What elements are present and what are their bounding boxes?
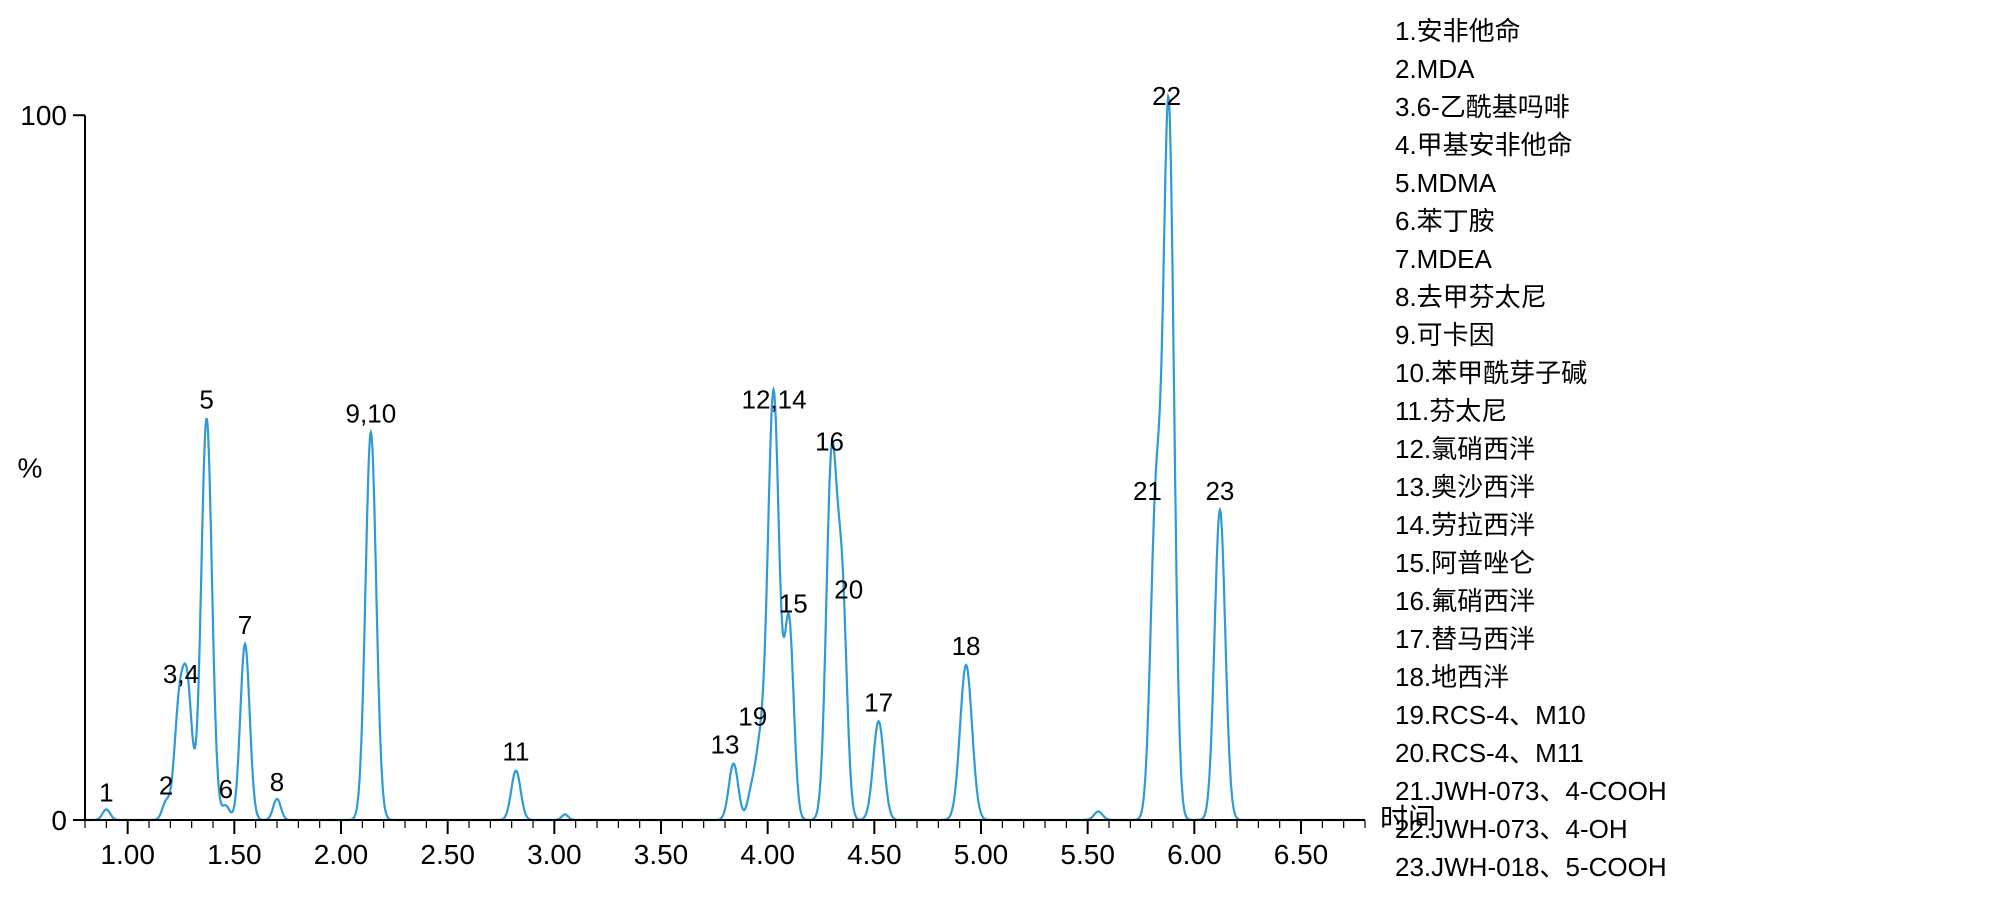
x-tick-label: 4.00: [740, 839, 795, 870]
peak-label: 9,10: [346, 398, 397, 428]
peak-label: 13: [711, 730, 740, 760]
legend-item: 2.MDA: [1395, 54, 1475, 84]
legend-item: 9.可卡因: [1395, 320, 1495, 350]
peak-label: 5: [199, 384, 213, 414]
peak-label: 15: [779, 589, 808, 619]
peak-label: 8: [270, 767, 284, 797]
peak-label: 7: [238, 610, 252, 640]
legend-item: 23.JWH-018、5-COOH: [1395, 852, 1667, 882]
legend-item: 16.氟硝西泮: [1395, 586, 1535, 616]
peak-label: 16: [815, 427, 844, 457]
peak-label: 23: [1205, 476, 1234, 506]
x-tick-label: 2.00: [314, 839, 369, 870]
x-tick-label: 6.00: [1167, 839, 1222, 870]
y-tick-label: 0: [51, 805, 67, 836]
legend-item: 13.奥沙西泮: [1395, 472, 1535, 502]
legend-item: 8.去甲芬太尼: [1395, 282, 1547, 312]
legend-item: 3.6-乙酰基吗啡: [1395, 92, 1570, 122]
legend-item: 7.MDEA: [1395, 244, 1492, 274]
peak-label: 12,14: [742, 384, 807, 414]
legend-item: 10.苯甲酰芽子碱: [1395, 358, 1587, 388]
peak-label: 22: [1152, 81, 1181, 111]
x-tick-label: 6.50: [1274, 839, 1329, 870]
legend-item: 21.JWH-073、4-COOH: [1395, 776, 1667, 806]
peak-label: 1: [99, 777, 113, 807]
x-tick-label: 5.50: [1060, 839, 1115, 870]
legend-item: 22.JWH-073、4-OH: [1395, 814, 1628, 844]
y-tick-label: 100: [20, 100, 67, 131]
x-tick-label: 4.50: [847, 839, 902, 870]
chromatogram-chart: 1.00 1.50 2.00 2.50 3.00 3.50 4.00 4.50 5.00 5.50…: [0, 0, 2000, 899]
legend-item: 20.RCS-4、M11: [1395, 738, 1584, 768]
x-tick-label: 1.50: [207, 839, 262, 870]
peak-label: 3,4: [163, 659, 199, 689]
peak-label: 2: [159, 770, 173, 800]
peak-label: 17: [864, 687, 893, 717]
x-tick-label: 3.00: [527, 839, 582, 870]
chromatogram-trace: [85, 97, 1365, 820]
x-tick-label: 3.50: [634, 839, 689, 870]
chart-svg: 1.00 1.50 2.00 2.50 3.00 3.50 4.00 4.50 5.00 5.50…: [0, 0, 2000, 899]
legend-item: 14.劳拉西泮: [1395, 510, 1535, 540]
legend-item: 19.RCS-4、M10: [1395, 700, 1586, 730]
legend-item: 11.芬太尼: [1395, 396, 1507, 426]
legend-item: 4.甲基安非他命: [1395, 130, 1573, 160]
x-tick-label: 1.00: [100, 839, 155, 870]
peak-label: 19: [738, 701, 767, 731]
legend-item: 18.地西泮: [1395, 662, 1509, 692]
legend-item: 15.阿普唑仑: [1395, 548, 1535, 578]
y-axis-label: %: [18, 453, 43, 484]
legend-item: 5.MDMA: [1395, 168, 1497, 198]
peak-label: 18: [952, 631, 981, 661]
peak-label: 21: [1133, 476, 1162, 506]
peak-label: 11: [502, 737, 529, 767]
legend-item: 17.替马西泮: [1395, 624, 1535, 654]
legend-item: 6.苯丁胺: [1395, 206, 1495, 236]
legend-item: 12.氯硝西泮: [1395, 434, 1535, 464]
x-tick-label: 5.00: [954, 839, 1009, 870]
peak-label: 20: [834, 575, 863, 605]
legend-item: 1.安非他命: [1395, 16, 1521, 46]
peak-label: 6: [219, 774, 233, 804]
x-tick-label: 2.50: [420, 839, 475, 870]
